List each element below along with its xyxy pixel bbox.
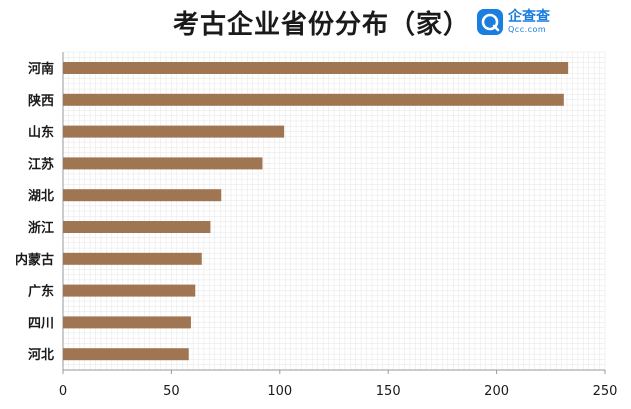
category-label-7: 广东 [28, 284, 54, 300]
logo-name: 企查查 [508, 9, 550, 25]
category-label-3: 江苏 [28, 156, 54, 172]
bar-7 [63, 284, 196, 297]
bar-1 [63, 93, 564, 106]
category-label-6: 内蒙古 [15, 252, 54, 268]
chart-title: 考古企业省份分布（家） [172, 10, 470, 40]
x-tick-label-5: 250 [593, 384, 618, 399]
category-label-8: 四川 [28, 316, 54, 331]
bar-0 [63, 62, 569, 74]
bar-3 [63, 157, 263, 170]
x-tick-label-4: 200 [484, 384, 509, 399]
category-label-1: 陕西 [28, 93, 54, 109]
category-label-0: 河南 [28, 61, 54, 77]
bar-8 [63, 316, 191, 329]
bar-9 [63, 348, 189, 361]
qcc-logo-icon [477, 9, 503, 35]
category-label-5: 浙江 [28, 220, 54, 236]
x-tick-label-1: 50 [163, 384, 180, 399]
brand-logo: 企查查 Qcc.com [477, 9, 550, 35]
category-label-2: 山东 [28, 125, 54, 141]
category-label-9: 河北 [28, 347, 54, 363]
category-label-4: 湖北 [28, 189, 54, 204]
bar-5 [63, 221, 211, 233]
bar-2 [63, 125, 285, 138]
x-tick-label-3: 150 [376, 384, 401, 399]
x-tick-label-2: 100 [267, 384, 292, 399]
logo-domain: Qcc.com [508, 25, 547, 34]
x-tick-label-0: 0 [59, 384, 67, 399]
bar-6 [63, 252, 202, 265]
bar-4 [63, 189, 222, 202]
